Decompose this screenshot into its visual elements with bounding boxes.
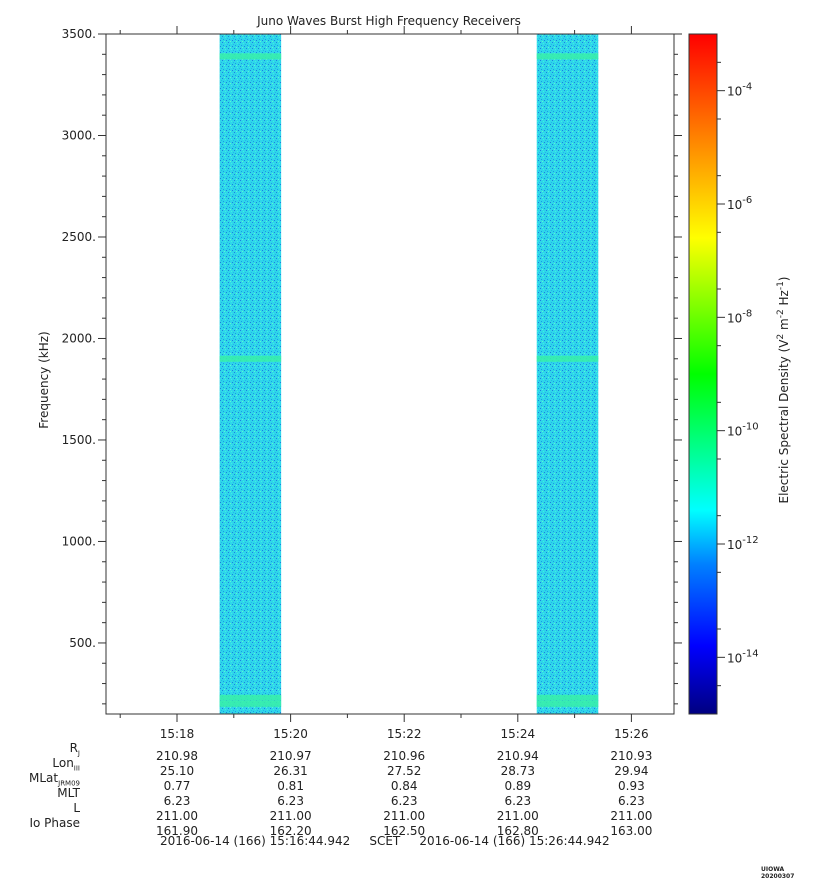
x-tick-label: 15:22 [387,727,422,741]
ephemeris-value: 26.31 [273,764,308,778]
ephemeris-value: 0.77 [163,779,191,793]
enhanced-band-1-2 [219,694,282,701]
x-tick-label: 15:26 [614,727,649,741]
enhanced-band-1-3 [219,355,282,362]
footer-end-time: 2016-06-14 (166) 15:26:44.942 [419,834,610,848]
y-tick-label: 2000. [62,331,96,345]
ephemeris-value: 211.00 [496,809,539,823]
spectrogram-block-2 [536,34,599,714]
ephemeris-value: 6.23 [277,794,304,808]
ephemeris-value: 211.00 [383,809,426,823]
ephemeris-value: 25.10 [159,764,195,778]
y-tick-label: 1000. [62,534,96,548]
ephemeris-value: 163.00 [610,824,653,838]
colorbar-tick-label: 10-12 [727,535,759,552]
colorbar-tick-label: 10-4 [727,82,752,99]
ephemeris-value: 0.89 [504,779,532,793]
colorbar-tick-label: 10-10 [727,422,759,439]
enhanced-band-1-4 [219,53,282,60]
chart-title: Juno Waves Burst High Frequency Receiver… [256,14,521,28]
enhanced-band-2-4 [536,53,599,60]
colorbar-label: Electric Spectral Density (V2 m-2 Hz-1) [776,276,791,503]
ephemeris-value: 162.50 [383,824,426,838]
spectrogram-block-1 [219,34,282,714]
enhanced-band-2-2 [536,694,599,701]
uiowa-stamp: UIOWA 20200307 [761,866,795,880]
ephemeris-value: 210.98 [156,749,198,763]
ephemeris-value: 28.73 [500,764,535,778]
ephemeris-value: 0.84 [390,779,418,793]
enhanced-band-2-3 [536,355,599,362]
x-tick-label: 15:20 [273,727,308,741]
ephemeris-value: 210.97 [269,749,312,763]
ephemeris-value: 27.52 [387,764,422,778]
ephemeris-label: Io Phase [29,816,80,830]
colorbar-tick-label: 10-14 [727,648,759,665]
ephemeris-label: MLatJRM09 [29,771,80,788]
ephemeris-value: 210.96 [383,749,426,763]
colorbar: 10-4 10-6 10-8 10-10 10-12 10-14 [688,33,759,715]
y-tick-label: 1500. [62,433,96,447]
ephemeris-value: 29.94 [614,764,649,778]
ephemeris-label: LonIII [52,756,80,773]
plot-area [105,33,675,715]
x-tick-label: 15:18 [160,727,195,741]
ephemeris-value: 162.80 [496,824,539,838]
ephemeris-value: 210.94 [496,749,539,763]
enhanced-band-1-1 [219,700,282,707]
ephemeris-value: 211.00 [269,809,312,823]
ephemeris-value: 161.90 [156,824,198,838]
y-tick-label: 2500. [62,230,96,244]
ephemeris-value: 6.23 [390,794,418,808]
y-tick-label: 3500. [62,27,96,41]
ephemeris-value: 6.23 [163,794,191,808]
ephemeris-value: 211.00 [156,809,198,823]
ephemeris-value: 0.93 [618,779,645,793]
ephemeris-value: 6.23 [504,794,532,808]
enhanced-band-2-1 [536,700,599,707]
colorbar-tick-label: 10-6 [727,195,752,212]
ephemeris-value: 6.23 [618,794,645,808]
y-tick-label: 3000. [62,128,96,142]
y-tick-label: 500. [69,636,96,650]
colorbar-gradient [688,33,718,715]
ephemeris-label: RJ [69,741,80,758]
footer-start-time: 2016-06-14 (166) 15:16:44.942 [160,834,351,848]
colorbar-tick-label: 10-8 [727,308,752,325]
ephemeris-value: 162.20 [269,824,312,838]
y-axis-label: Frequency (kHz) [37,331,51,428]
ephemeris-value: 211.00 [610,809,653,823]
x-axis: 15:18 15:20 15:22 15:24 15:26 [119,26,649,741]
ephemeris-label: L [73,801,80,815]
time-range-footer: 2016-06-14 (166) 15:16:44.942 SCET 2016-… [160,834,610,848]
footer-scet-label: SCET [369,834,401,848]
ephemeris-label: MLT [57,786,80,800]
y-axis: 500. 1000. 1500. 2000. 2500. 3000. 3500. [62,27,682,705]
ephemeris-value: 0.81 [277,779,304,793]
ephemeris-value: 210.93 [610,749,653,763]
x-tick-label: 15:24 [501,727,536,741]
